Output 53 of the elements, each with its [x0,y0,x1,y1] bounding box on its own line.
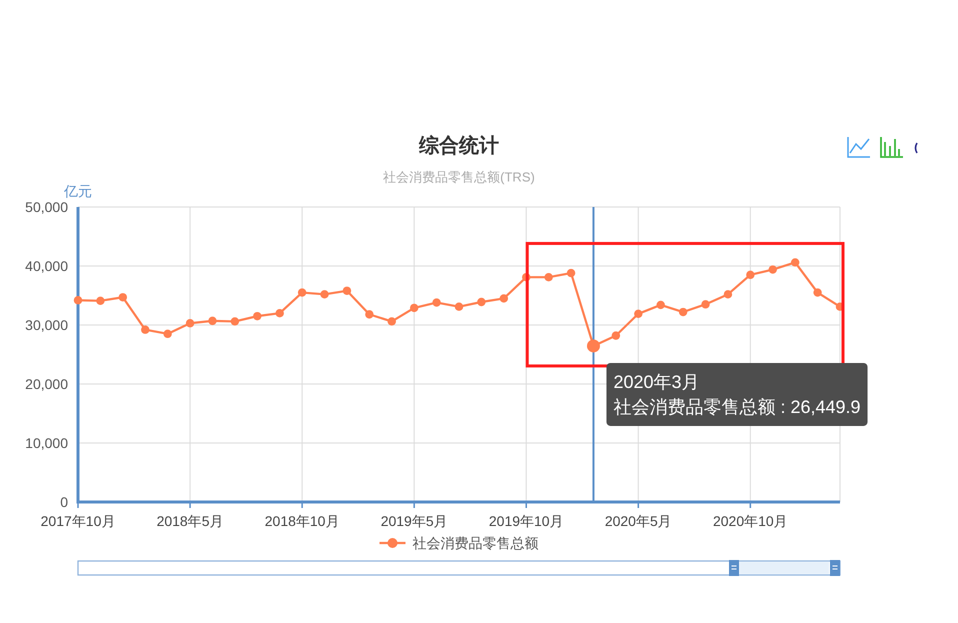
point [656,300,665,310]
point [432,298,441,307]
point [790,258,800,267]
y-tick-label: 0 [60,494,68,510]
point [298,288,306,297]
x-tick-label: 2020年5月 [604,513,672,529]
x-tick-label: 2017年10月 [40,513,116,529]
y-axis-title: 亿元 [63,183,92,199]
x-tick-label: 2018年5月 [156,513,224,529]
point [813,288,822,297]
y-tick-label: 40,000 [25,258,68,274]
x-tick-label: 2019年5月 [380,513,448,529]
point [74,296,82,304]
annotation: 社会消费品零售总额 : 26,449.9 [613,396,861,417]
point [477,298,486,306]
point [768,265,777,274]
x-tick-label: 2018年10月 [264,513,340,529]
point [678,308,688,316]
point [163,330,172,338]
point [410,304,418,312]
point [320,290,329,299]
x-tick-label: 2019年10月 [488,513,564,529]
point [186,319,194,328]
point [701,300,710,309]
chart-title: 综合统计 [418,134,499,157]
point [253,312,262,320]
point [96,296,105,306]
y-tick-label: 20,000 [25,376,68,392]
point [500,294,508,303]
point [612,331,620,340]
point [634,310,642,318]
point [388,317,396,326]
chart-subtitle: 社会消费品零售总额(TRS) [383,170,535,184]
point [230,317,240,326]
point [118,293,128,302]
point [276,309,284,318]
y-tick-label: 10,000 [25,435,68,451]
annotation: 2020年3月 [613,372,700,392]
y-tick-label: 30,000 [25,317,68,333]
point [342,286,352,295]
point [566,268,576,278]
point [141,326,150,334]
point [365,310,374,319]
x-tick-label: 2020年10月 [712,513,788,529]
y-tick-label: 50,000 [25,199,68,215]
legend: 社会消费品零售总额 [380,535,538,551]
point [746,270,755,280]
point [454,302,464,311]
point [208,316,217,326]
tooltip: 2020年3月 社会消费品零售总额 : 26,449.9 [606,362,868,426]
legend-label: 社会消费品零售总额 [412,535,538,551]
point [544,273,553,282]
point [724,290,732,299]
